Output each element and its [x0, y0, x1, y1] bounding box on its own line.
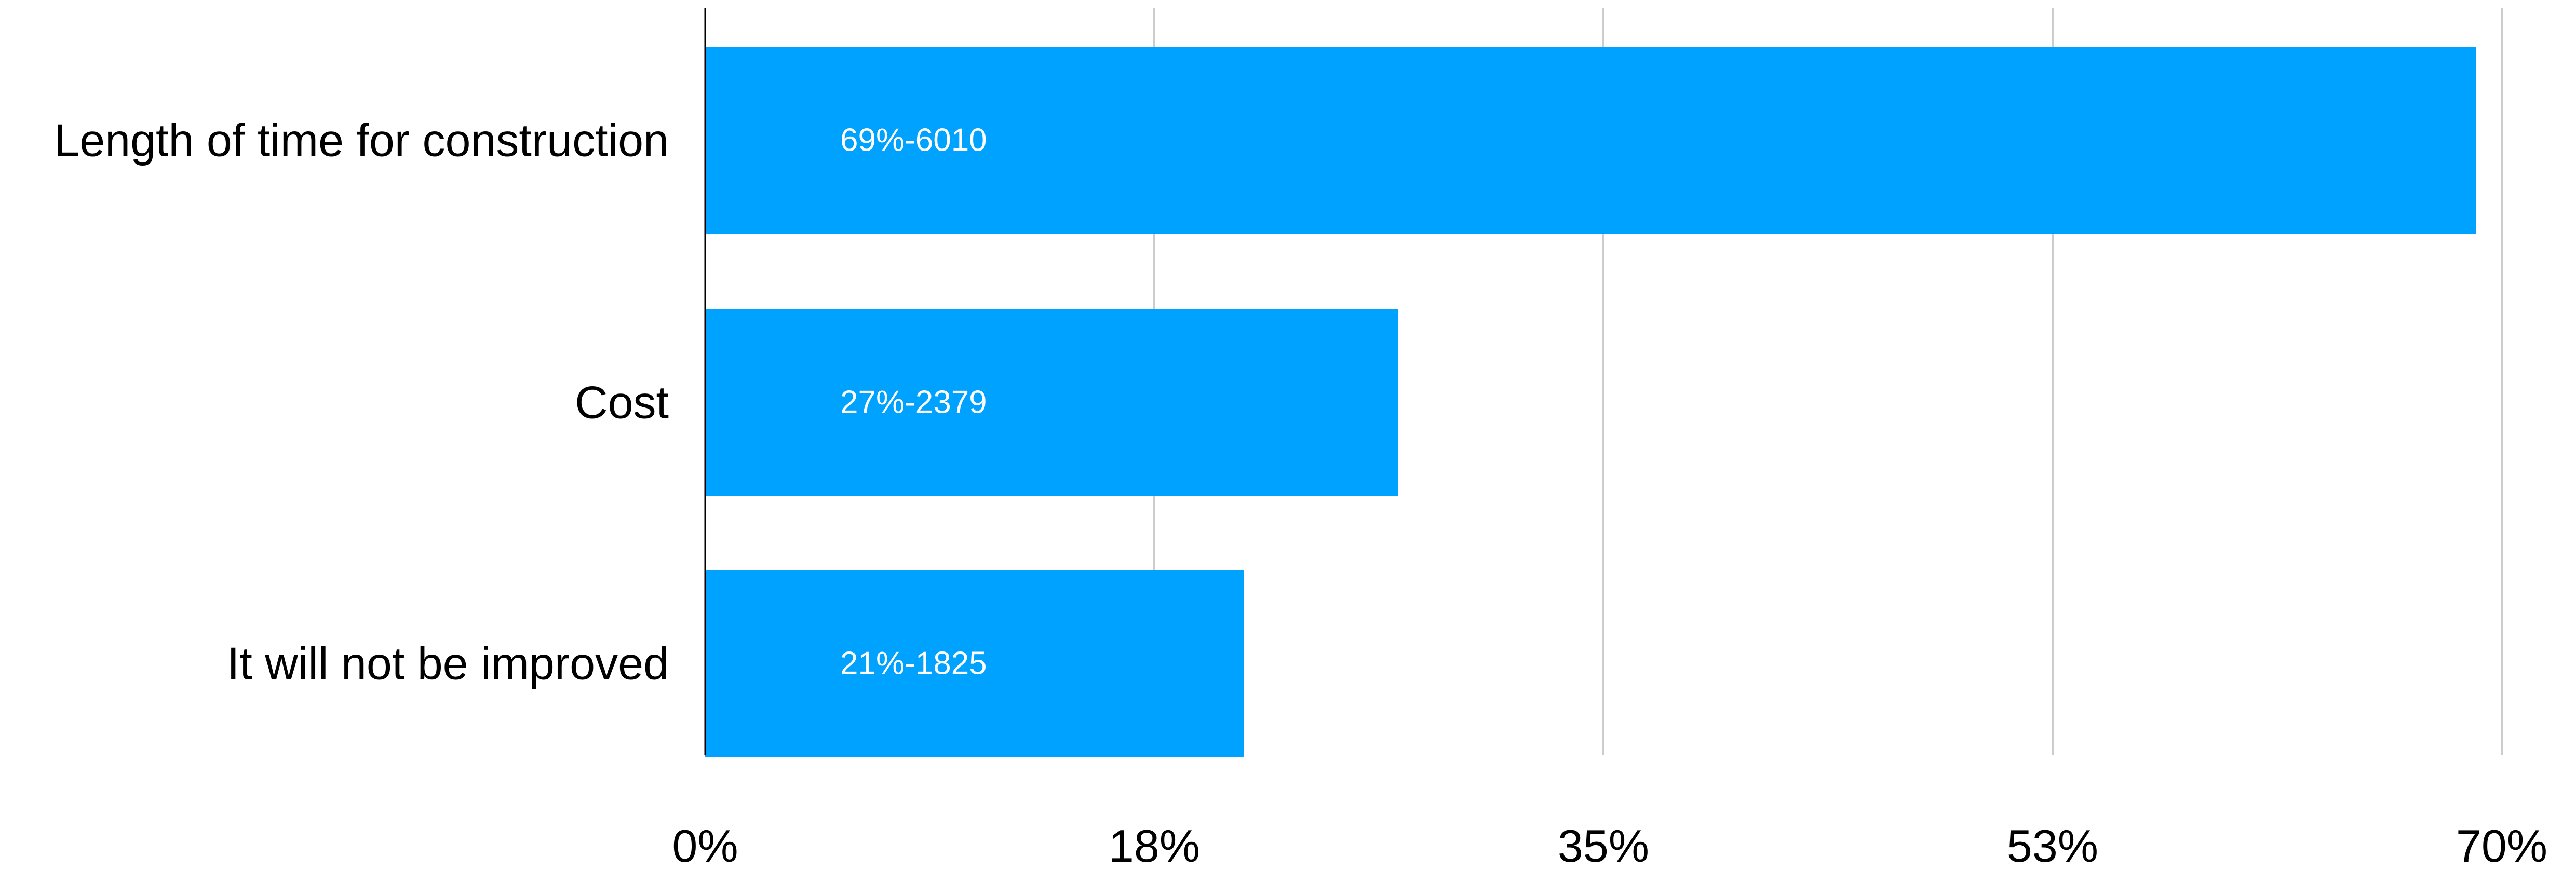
x-tick-label: 18% [1109, 820, 1200, 867]
category-label: It will not be improved [227, 638, 669, 689]
bars: 69%-6010 27%-2379 21%-1825 [705, 47, 2476, 757]
x-tick-label: 35% [1558, 820, 1649, 867]
category-label: Cost [575, 377, 669, 428]
x-tick-label: 70% [2456, 820, 2547, 867]
category-labels: Length of time for construction Cost It wi… [54, 115, 669, 689]
data-label: 21%-1825 [840, 646, 987, 682]
bar [705, 47, 2476, 234]
data-label: 69%-6010 [840, 123, 987, 158]
bar [705, 309, 1398, 496]
category-label: Length of time for construction [54, 115, 669, 166]
x-tick-labels: 0% 18% 35% 53% 70% [672, 820, 2547, 870]
data-label: 27%-2379 [840, 385, 987, 420]
x-tick-label: 53% [2007, 820, 2098, 867]
bar [705, 570, 1244, 757]
x-tick-label: 0% [672, 820, 738, 867]
